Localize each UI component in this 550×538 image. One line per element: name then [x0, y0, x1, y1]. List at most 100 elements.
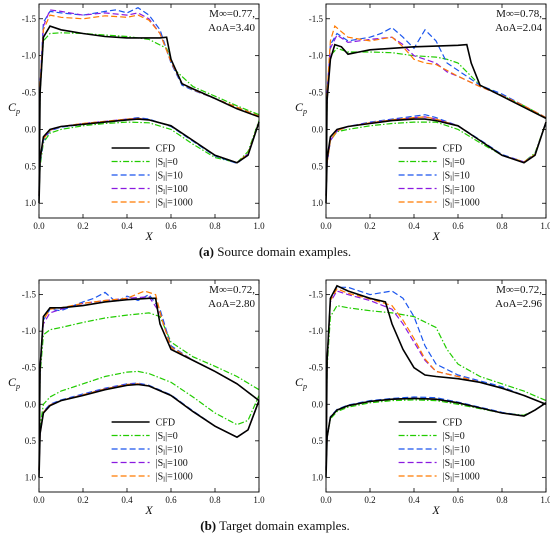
series-line-s2: [325, 286, 547, 471]
legend-label-subscript: l: [450, 449, 452, 457]
y-tick-label: 0.0: [312, 399, 324, 409]
plot-frame: [325, 3, 547, 219]
legend-label-part: |=1000: [452, 472, 480, 483]
x-axis-label: X: [144, 503, 153, 517]
legend-label-part: |=10: [165, 445, 183, 456]
legend-label-part: |S: [443, 171, 451, 182]
series-line-cfd: [325, 43, 547, 204]
series-line-s2: [38, 291, 260, 471]
y-tick-label: 0.0: [25, 399, 37, 409]
legend-label-subscript: l: [163, 435, 165, 443]
chart-panel-2: 0.0 0.2 0.4 0.6 0.8 1.0 -1.5 -1.0 -0.5 0.0 0.5 1.0 X…: [295, 3, 550, 243]
x-tick-label: 0.2: [364, 495, 375, 505]
legend-label: |Sl|=1000: [443, 198, 480, 210]
x-tick-label: 0.6: [452, 495, 464, 505]
legend-label-part: |S: [156, 198, 164, 209]
legend-label-subscript: l: [163, 175, 165, 183]
legend-label-subscript: l: [163, 202, 165, 210]
x-tick-label: 1.0: [540, 221, 550, 231]
y-axis-label-subscript: p: [15, 382, 20, 391]
legend-label: |Sl|=100: [156, 458, 188, 470]
y-tick-label: -1.0: [309, 51, 324, 61]
legend-label-part: |S: [156, 171, 164, 182]
y-tick-label: -1.5: [309, 14, 324, 24]
legend-label-part: |S: [443, 472, 451, 483]
legend-label-part: |=10: [452, 171, 470, 182]
legend-label-part: |S: [156, 157, 164, 168]
x-tick-label: 1.0: [253, 221, 265, 231]
legend-label: |Sl|=100: [156, 184, 188, 196]
condition-annotation: M∞=0.77,: [209, 8, 255, 20]
legend-label-part: |S: [156, 431, 164, 442]
x-tick-label: 0.2: [77, 495, 88, 505]
y-tick-label: -1.5: [309, 290, 324, 300]
legend-label: CFD: [443, 144, 462, 155]
y-tick-label: -1.0: [309, 326, 324, 336]
y-tick-label: 0.5: [25, 436, 37, 446]
legend-label-subscript: l: [163, 462, 165, 470]
x-tick-label: 0.8: [209, 221, 221, 231]
y-tick-label: 1.0: [25, 198, 37, 208]
x-tick-label: 0.8: [496, 495, 508, 505]
plot-frame: [325, 279, 547, 493]
series-line-s1: [325, 304, 547, 471]
legend-label-subscript: l: [450, 188, 452, 196]
legend-label-subscript: l: [450, 161, 452, 169]
caption-text-a: Source domain examples.: [213, 244, 352, 259]
legend-label-part: |S: [443, 198, 451, 209]
legend-label-subscript: l: [163, 476, 165, 484]
legend-label: CFD: [156, 144, 175, 155]
series-line-s3: [38, 296, 260, 471]
legend-label-part: |S: [443, 431, 451, 442]
legend-label-part: |=1000: [452, 198, 480, 209]
condition-annotation: AoA=2.80: [208, 298, 255, 310]
legend-label: |Sl|=10: [443, 445, 470, 457]
series-line-s2: [325, 26, 547, 196]
legend-label-part: |=100: [452, 458, 475, 469]
y-tick-label: 0.5: [25, 161, 37, 171]
y-tick-label: -0.5: [22, 363, 37, 373]
y-tick-label: -0.5: [309, 363, 324, 373]
y-axis-label: Cp: [295, 375, 307, 391]
x-axis-label: X: [431, 229, 440, 243]
y-axis-label: Cp: [8, 375, 20, 391]
y-tick-label: 1.0: [25, 472, 37, 482]
legend-label-part: |=1000: [165, 472, 193, 483]
legend-label: |Sl|=10: [156, 445, 183, 457]
x-tick-label: 0.0: [33, 495, 45, 505]
y-axis-label: Cp: [295, 100, 307, 116]
series-line-s4: [38, 14, 260, 196]
series-line-cfd: [325, 284, 547, 478]
legend-label: |Sl|=1000: [156, 198, 193, 210]
x-tick-label: 0.0: [320, 495, 332, 505]
legend-label-part: |=0: [452, 157, 465, 168]
y-axis-label-subscript: p: [302, 107, 307, 116]
legend-label-part: |=1000: [165, 198, 193, 209]
legend-label: |Sl|=1000: [156, 472, 193, 484]
legend-label: |Sl|=10: [443, 171, 470, 183]
y-tick-label: 0.0: [312, 124, 324, 134]
x-tick-label: 1.0: [540, 495, 550, 505]
legend-label-subscript: l: [450, 476, 452, 484]
legend-label-part: |=100: [165, 184, 188, 195]
legend-label-part: |=0: [165, 431, 178, 442]
legend-label-subscript: l: [163, 188, 165, 196]
series-line-s2: [38, 7, 260, 196]
chart-panel-1: 0.0 0.2 0.4 0.6 0.8 1.0 -1.5 -1.0 -0.5 0.0 0.5 1.0 X…: [8, 3, 265, 243]
caption-tag-a: (a): [198, 244, 214, 259]
condition-annotation: AoA=3.40: [208, 22, 255, 34]
chart-panel-3: 0.0 0.2 0.4 0.6 0.8 1.0 -1.5 -1.0 -0.5 0.0 0.5 1.0 X…: [8, 279, 265, 517]
legend-label-subscript: l: [450, 462, 452, 470]
legend-label-part: |=10: [165, 171, 183, 182]
legend-label: |Sl|=0: [443, 431, 465, 443]
condition-annotation: M∞=0.78,: [496, 8, 542, 20]
caption-text-b: Target domain examples.: [216, 518, 350, 533]
condition-annotation: AoA=2.04: [495, 22, 542, 34]
x-tick-label: 0.4: [408, 221, 420, 231]
series-line-s3: [325, 290, 547, 471]
legend-label-part: |S: [156, 472, 164, 483]
y-tick-label: -0.5: [22, 88, 37, 98]
y-tick-label: 1.0: [312, 472, 324, 482]
plot-frame: [38, 279, 260, 493]
